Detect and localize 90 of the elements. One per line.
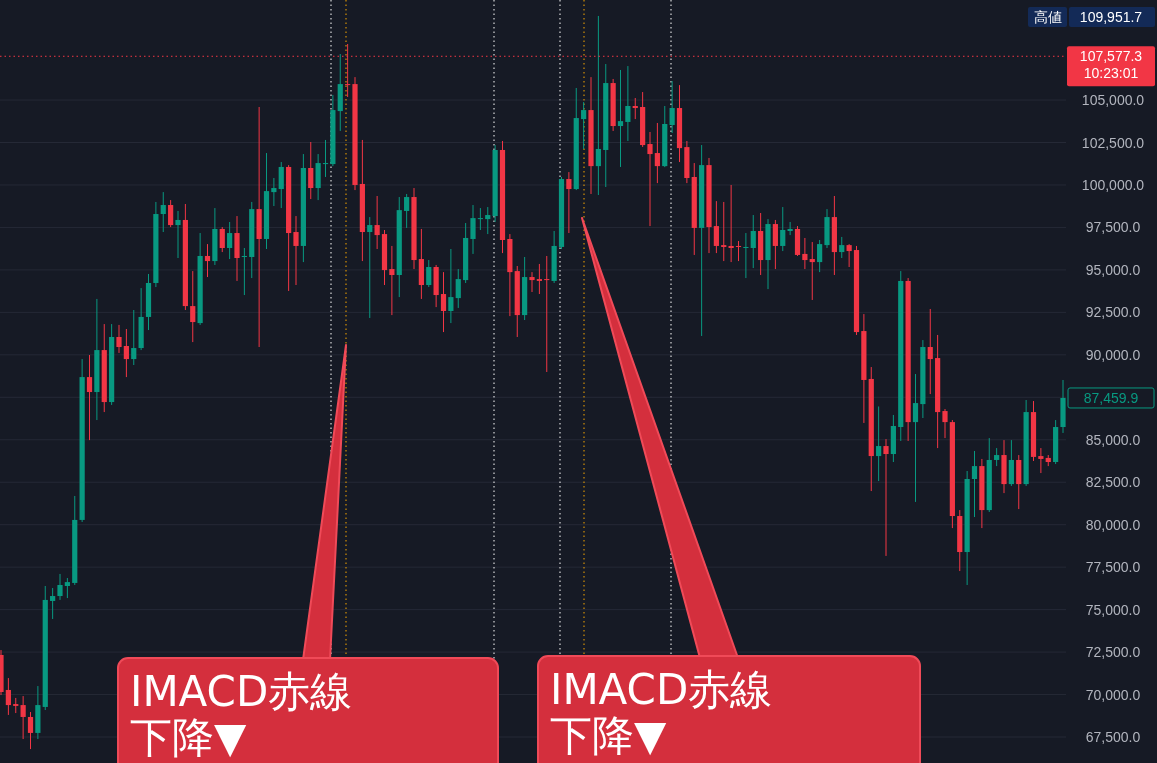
y-tick-label: 67,500.0 bbox=[1085, 729, 1141, 746]
candlestick bbox=[787, 221, 793, 236]
candlestick bbox=[632, 97, 638, 120]
candlestick bbox=[721, 201, 727, 262]
candlestick bbox=[477, 207, 483, 231]
y-tick-label: 92,500.0 bbox=[1085, 304, 1141, 321]
candlestick bbox=[883, 438, 889, 557]
candlestick bbox=[669, 80, 675, 134]
candlestick bbox=[241, 247, 247, 296]
candlestick bbox=[116, 324, 122, 354]
candlestick bbox=[912, 373, 919, 503]
candlestick bbox=[927, 308, 933, 395]
candlestick bbox=[713, 200, 719, 254]
candlestick bbox=[544, 255, 550, 373]
candlestick bbox=[404, 193, 410, 229]
candlestick bbox=[160, 191, 166, 233]
candlestick bbox=[470, 204, 476, 255]
ref-line-label: 107,577.3 10:23:01 bbox=[1079, 48, 1143, 82]
candlestick bbox=[322, 139, 329, 178]
y-tick-label: 77,500.0 bbox=[1085, 559, 1141, 576]
candlestick bbox=[227, 221, 233, 260]
candlestick bbox=[743, 232, 749, 279]
candlestick bbox=[728, 184, 734, 263]
candlestick bbox=[278, 161, 284, 209]
y-tick-label: 80,000.0 bbox=[1085, 516, 1141, 533]
candlestick bbox=[374, 195, 380, 250]
text: 109,951.7 bbox=[1079, 9, 1143, 25]
candlestick bbox=[994, 447, 1000, 467]
candlestick bbox=[293, 215, 299, 286]
y-tick-label: 70,000.0 bbox=[1085, 686, 1141, 703]
candlestick bbox=[219, 226, 225, 253]
candlestick bbox=[566, 171, 572, 234]
annotation: 高値 bbox=[1034, 9, 1062, 25]
candlestick bbox=[529, 271, 535, 293]
candlestick bbox=[846, 243, 852, 268]
candlestick bbox=[448, 248, 454, 324]
candlestick bbox=[839, 236, 845, 259]
candlestick bbox=[308, 141, 314, 200]
candlestick bbox=[595, 15, 601, 196]
candlestick bbox=[581, 101, 587, 150]
candlestick bbox=[772, 219, 778, 270]
y-tick-label: 105,000.0 bbox=[1081, 92, 1145, 109]
candlestick bbox=[190, 270, 196, 343]
candlestick bbox=[780, 206, 786, 252]
candlestick bbox=[876, 405, 882, 482]
annotation: IMACD赤線下降▼ bbox=[550, 665, 773, 760]
candlestick bbox=[367, 216, 373, 319]
candlestick bbox=[426, 259, 432, 288]
y-tick-label: 90,000.0 bbox=[1085, 346, 1141, 363]
candlestick bbox=[175, 210, 181, 259]
y-tick-label: 97,500.0 bbox=[1085, 219, 1141, 236]
candlestick bbox=[802, 237, 808, 270]
y-tick-label: 82,500.0 bbox=[1085, 474, 1141, 491]
candlestick bbox=[5, 677, 11, 716]
y-tick-label: 102,500.0 bbox=[1081, 134, 1145, 151]
candlestick bbox=[942, 408, 948, 439]
candlestick bbox=[440, 271, 447, 333]
candlestick bbox=[735, 240, 742, 262]
candlestick bbox=[647, 131, 653, 227]
candlestick bbox=[123, 328, 129, 378]
candlestick bbox=[817, 239, 823, 273]
y-tick-label: 100,000.0 bbox=[1081, 176, 1145, 193]
candlestick bbox=[20, 695, 26, 740]
text: 87,459.9 bbox=[1083, 389, 1139, 406]
candlestick bbox=[131, 309, 137, 366]
candlestick bbox=[485, 206, 491, 235]
candlestick bbox=[256, 106, 262, 348]
candlestick bbox=[654, 122, 660, 184]
candlestick bbox=[389, 245, 395, 316]
candlestick bbox=[536, 263, 542, 295]
y-tick-label: 85,000.0 bbox=[1085, 431, 1141, 448]
annotation: IMACD赤線下降▼ bbox=[130, 667, 353, 762]
y-tick-label: 95,000.0 bbox=[1085, 261, 1141, 278]
candlestick bbox=[809, 241, 815, 301]
y-tick-label: 72,500.0 bbox=[1085, 644, 1141, 661]
candlestick bbox=[27, 711, 34, 750]
candlestick bbox=[64, 577, 70, 599]
candlestick bbox=[1038, 447, 1044, 474]
candlestick bbox=[750, 214, 756, 269]
candlestick bbox=[271, 177, 277, 207]
candlestick bbox=[204, 243, 211, 278]
candlestick bbox=[86, 354, 93, 441]
candlestick bbox=[168, 199, 174, 228]
candlestick bbox=[625, 65, 631, 142]
candlestick bbox=[57, 573, 63, 601]
candlestick bbox=[971, 450, 978, 518]
candlestick bbox=[455, 268, 461, 309]
y-tick-label: 75,000.0 bbox=[1085, 601, 1141, 618]
candlestick bbox=[617, 69, 624, 168]
candlestick bbox=[50, 587, 56, 620]
